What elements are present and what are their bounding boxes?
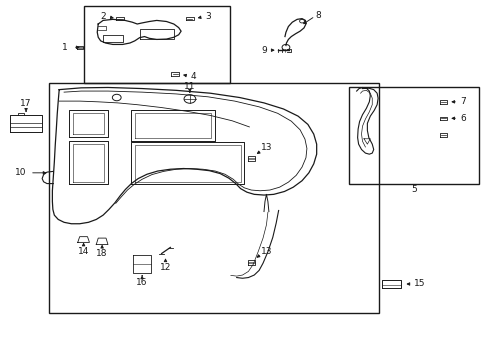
Text: 16: 16 [136,278,147,287]
Text: 9: 9 [261,46,266,55]
Text: 15: 15 [413,279,425,288]
Bar [348,87,478,184]
Bar [83,6,229,83]
Text: 14: 14 [78,247,89,256]
Text: 6: 6 [459,114,465,123]
Text: 13: 13 [260,247,271,256]
Text: 13: 13 [260,143,271,152]
Text: 10: 10 [15,168,26,177]
Bar [49,83,378,313]
Text: 4: 4 [190,72,196,81]
Text: 17: 17 [20,99,32,108]
Text: 11: 11 [184,82,195,91]
Text: 12: 12 [160,264,171,273]
Text: 3: 3 [205,12,211,21]
Text: 8: 8 [315,10,320,19]
Text: 2: 2 [100,12,105,21]
Text: 5: 5 [410,185,416,194]
Text: 1: 1 [62,43,68,52]
Text: 18: 18 [96,249,108,258]
Text: 7: 7 [459,97,465,106]
